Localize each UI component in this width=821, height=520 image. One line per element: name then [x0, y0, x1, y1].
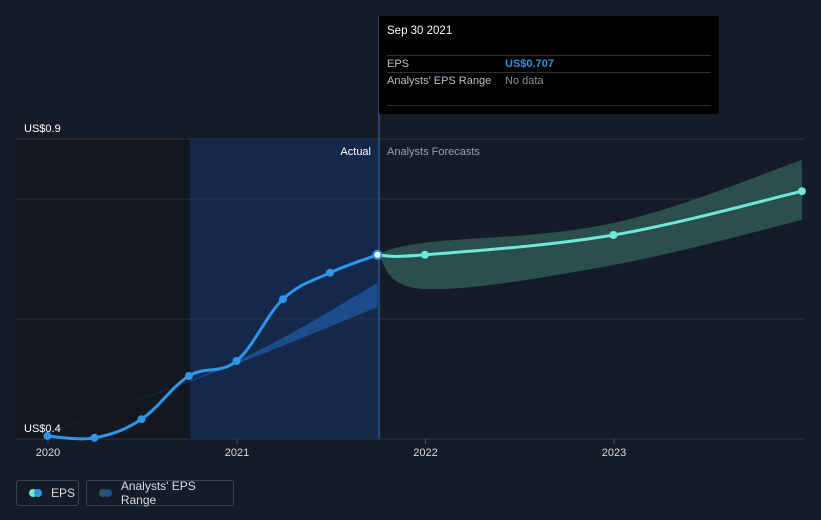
- x-tick-label-0: 2020: [36, 447, 60, 459]
- actual-label: Actual: [340, 146, 371, 158]
- data-point-0-1: [90, 433, 99, 442]
- forecast-range-area: [377, 160, 802, 290]
- forecasts-label: Analysts Forecasts: [387, 146, 480, 158]
- legend-range-label: Analysts' EPS Range: [120, 479, 196, 507]
- x-tick-label-1: 2021: [225, 447, 249, 459]
- x-tick-label-2: 2022: [413, 447, 437, 459]
- data-point-0-2: [137, 415, 146, 424]
- y-tick-label-0: US$0.9: [24, 123, 61, 135]
- data-point-1-2: [609, 231, 618, 239]
- data-point-0-7: [372, 249, 383, 260]
- legend-eps-label: EPS: [51, 486, 76, 500]
- tooltip-divider: [387, 105, 711, 106]
- tooltip-date: Sep 30 2021: [387, 25, 453, 37]
- data-point-0-4: [232, 357, 241, 365]
- tooltip-eps-value: US$0.707: [505, 58, 554, 70]
- series-points: [43, 187, 806, 442]
- tooltip-eps-label: EPS: [387, 58, 410, 70]
- past-region-shade: [16, 139, 190, 439]
- data-point-0-0: [43, 432, 52, 440]
- data-point-0-5: [278, 295, 287, 304]
- hover-tooltip: Sep 30 2021 EPS US$0.707 Analysts' EPS R…: [379, 16, 719, 114]
- legend-range-button[interactable]: Analysts' EPS Range: [86, 479, 234, 507]
- data-point-0-6: [325, 268, 334, 277]
- y-axis-labels: US$0.9 US$0.4: [24, 123, 61, 435]
- data-point-0-3: [184, 372, 193, 380]
- tooltip-range-row: Analysts' EPS Range No data: [387, 72, 711, 90]
- x-tick-label-3: 2023: [602, 447, 626, 459]
- range-legend-icon: [99, 489, 113, 497]
- forecast-range-band: [377, 160, 802, 290]
- tooltip-range-label: Analysts' EPS Range: [387, 75, 492, 87]
- y-tick-label-1: US$0.4: [24, 423, 61, 435]
- gridlines: [16, 138, 805, 440]
- legend-eps-button[interactable]: EPS: [16, 480, 79, 506]
- series-line-1: [375, 189, 804, 258]
- eps-legend-icon: [29, 489, 43, 497]
- data-point-1-3: [797, 187, 806, 196]
- series-line-0: [45, 253, 379, 441]
- series-lines: [45, 189, 804, 441]
- tooltip-range-value: No data: [505, 75, 544, 87]
- data-point-1-1: [420, 250, 429, 259]
- x-axis-labels: 2020 2021 2022 2023: [36, 439, 626, 459]
- tooltip-eps-row: EPS US$0.707: [387, 55, 711, 73]
- actual-highlight-region: [190, 139, 379, 439]
